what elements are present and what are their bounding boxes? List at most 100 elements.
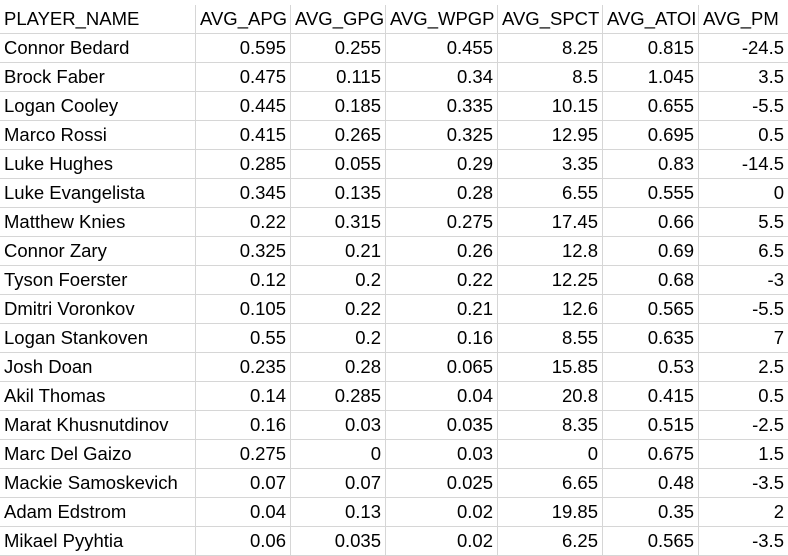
cell-avg-atoi[interactable]: 0.415 [603, 382, 699, 410]
cell-avg-pm[interactable]: 0.5 [758, 385, 784, 406]
cell-avg-spct[interactable]: 6.55 [498, 179, 603, 207]
cell-avg-gpg[interactable]: 0.055 [291, 150, 386, 178]
cell-player-name[interactable]: Mikael Pyyhtia [0, 527, 196, 555]
cell-player-name[interactable]: Dmitri Voronkov [0, 295, 196, 323]
cell-player-name[interactable]: Marat Khusnutdinov [0, 411, 196, 439]
cell-avg-gpg[interactable]: 0.265 [291, 121, 386, 149]
cell-avg-wpgp[interactable]: 0.275 [386, 208, 498, 236]
cell-avg-pm[interactable]: 6.5 [758, 240, 784, 261]
cell-avg-spct[interactable]: 6.65 [498, 469, 603, 497]
cell-avg-apg[interactable]: 0.325 [196, 237, 291, 265]
cell-avg-pm[interactable]: 3.5 [758, 66, 784, 87]
header-cell-player-name[interactable]: PLAYER_NAME [0, 5, 196, 33]
cell-avg-apg[interactable]: 0.22 [196, 208, 291, 236]
cell-avg-apg[interactable]: 0.14 [196, 382, 291, 410]
cell-player-name[interactable]: Marc Del Gaizo [0, 440, 196, 468]
cell-avg-spct[interactable]: 19.85 [498, 498, 603, 526]
cell-avg-spct[interactable]: 8.25 [498, 34, 603, 62]
cell-avg-gpg[interactable]: 0.115 [291, 63, 386, 91]
cell-avg-wpgp[interactable]: 0.04 [386, 382, 498, 410]
cell-avg-atoi[interactable]: 0.565 [603, 295, 699, 323]
header-cell-avg-gpg[interactable]: AVG_GPG [291, 5, 386, 33]
cell-avg-gpg[interactable]: 0.2 [291, 266, 386, 294]
cell-avg-apg[interactable]: 0.415 [196, 121, 291, 149]
cell-avg-gpg[interactable]: 0.28 [291, 353, 386, 381]
cell-avg-wpgp[interactable]: 0.29 [386, 150, 498, 178]
cell-avg-wpgp[interactable]: 0.455 [386, 34, 498, 62]
cell-avg-atoi[interactable]: 0.35 [603, 498, 699, 526]
cell-avg-wpgp[interactable]: 0.02 [386, 527, 498, 555]
cell-avg-gpg[interactable]: 0 [291, 440, 386, 468]
cell-avg-spct[interactable]: 8.35 [498, 411, 603, 439]
cell-avg-atoi[interactable]: 0.69 [603, 237, 699, 265]
cell-avg-atoi[interactable]: 0.66 [603, 208, 699, 236]
cell-avg-spct[interactable]: 12.95 [498, 121, 603, 149]
cell-avg-atoi[interactable]: 1.045 [603, 63, 699, 91]
cell-avg-pm[interactable]: 0 [773, 182, 784, 203]
cell-avg-apg[interactable]: 0.12 [196, 266, 291, 294]
cell-avg-apg[interactable]: 0.275 [196, 440, 291, 468]
cell-avg-spct[interactable]: 8.55 [498, 324, 603, 352]
cell-avg-wpgp[interactable]: 0.28 [386, 179, 498, 207]
cell-avg-wpgp[interactable]: 0.03 [386, 440, 498, 468]
cell-avg-wpgp[interactable]: 0.22 [386, 266, 498, 294]
cell-avg-wpgp[interactable]: 0.325 [386, 121, 498, 149]
cell-player-name[interactable]: Akil Thomas [0, 382, 196, 410]
cell-avg-pm[interactable]: 1.5 [758, 443, 784, 464]
cell-avg-spct[interactable]: 0 [498, 440, 603, 468]
cell-avg-apg[interactable]: 0.16 [196, 411, 291, 439]
cell-avg-spct[interactable]: 12.6 [498, 295, 603, 323]
cell-avg-pm[interactable]: -5.5 [752, 298, 784, 319]
cell-player-name[interactable]: Matthew Knies [0, 208, 196, 236]
cell-avg-spct[interactable]: 12.8 [498, 237, 603, 265]
cell-avg-spct[interactable]: 3.35 [498, 150, 603, 178]
cell-avg-atoi[interactable]: 0.53 [603, 353, 699, 381]
cell-avg-pm[interactable]: 2 [773, 501, 784, 522]
cell-avg-atoi[interactable]: 0.83 [603, 150, 699, 178]
cell-avg-wpgp[interactable]: 0.035 [386, 411, 498, 439]
cell-avg-wpgp[interactable]: 0.065 [386, 353, 498, 381]
cell-avg-apg[interactable]: 0.55 [196, 324, 291, 352]
cell-avg-gpg[interactable]: 0.21 [291, 237, 386, 265]
cell-avg-atoi[interactable]: 0.635 [603, 324, 699, 352]
cell-avg-spct[interactable]: 6.25 [498, 527, 603, 555]
cell-avg-gpg[interactable]: 0.315 [291, 208, 386, 236]
cell-avg-gpg[interactable]: 0.255 [291, 34, 386, 62]
cell-avg-gpg[interactable]: 0.185 [291, 92, 386, 120]
cell-avg-spct[interactable]: 15.85 [498, 353, 603, 381]
cell-avg-spct[interactable]: 10.15 [498, 92, 603, 120]
cell-avg-wpgp[interactable]: 0.16 [386, 324, 498, 352]
cell-avg-apg[interactable]: 0.285 [196, 150, 291, 178]
cell-player-name[interactable]: Logan Stankoven [0, 324, 196, 352]
cell-avg-wpgp[interactable]: 0.34 [386, 63, 498, 91]
header-cell-avg-wpgp[interactable]: AVG_WPGP [386, 5, 498, 33]
cell-avg-atoi[interactable]: 0.48 [603, 469, 699, 497]
cell-avg-pm[interactable]: -3.5 [752, 472, 784, 493]
cell-player-name[interactable]: Luke Hughes [0, 150, 196, 178]
cell-avg-pm[interactable]: -3 [767, 269, 784, 290]
cell-avg-wpgp[interactable]: 0.26 [386, 237, 498, 265]
cell-avg-pm[interactable]: 0.5 [758, 124, 784, 145]
cell-avg-apg[interactable]: 0.445 [196, 92, 291, 120]
cell-player-name[interactable]: Luke Evangelista [0, 179, 196, 207]
cell-player-name[interactable]: Tyson Foerster [0, 266, 196, 294]
cell-player-name[interactable]: Brock Faber [0, 63, 196, 91]
header-cell-avg-atoi[interactable]: AVG_ATOI [603, 5, 699, 33]
cell-avg-atoi[interactable]: 0.655 [603, 92, 699, 120]
cell-avg-gpg[interactable]: 0.135 [291, 179, 386, 207]
cell-avg-gpg[interactable]: 0.03 [291, 411, 386, 439]
cell-avg-apg[interactable]: 0.345 [196, 179, 291, 207]
cell-avg-pm[interactable]: -5.5 [752, 95, 784, 116]
cell-avg-spct[interactable]: 17.45 [498, 208, 603, 236]
header-cell-avg-spct[interactable]: AVG_SPCT [498, 5, 603, 33]
cell-avg-apg[interactable]: 0.595 [196, 34, 291, 62]
cell-avg-atoi[interactable]: 0.68 [603, 266, 699, 294]
cell-avg-gpg[interactable]: 0.035 [291, 527, 386, 555]
cell-avg-pm[interactable]: -2.5 [752, 414, 784, 435]
cell-avg-gpg[interactable]: 0.13 [291, 498, 386, 526]
cell-avg-spct[interactable]: 20.8 [498, 382, 603, 410]
cell-avg-gpg[interactable]: 0.22 [291, 295, 386, 323]
cell-avg-apg[interactable]: 0.475 [196, 63, 291, 91]
cell-avg-wpgp[interactable]: 0.335 [386, 92, 498, 120]
cell-avg-gpg[interactable]: 0.2 [291, 324, 386, 352]
